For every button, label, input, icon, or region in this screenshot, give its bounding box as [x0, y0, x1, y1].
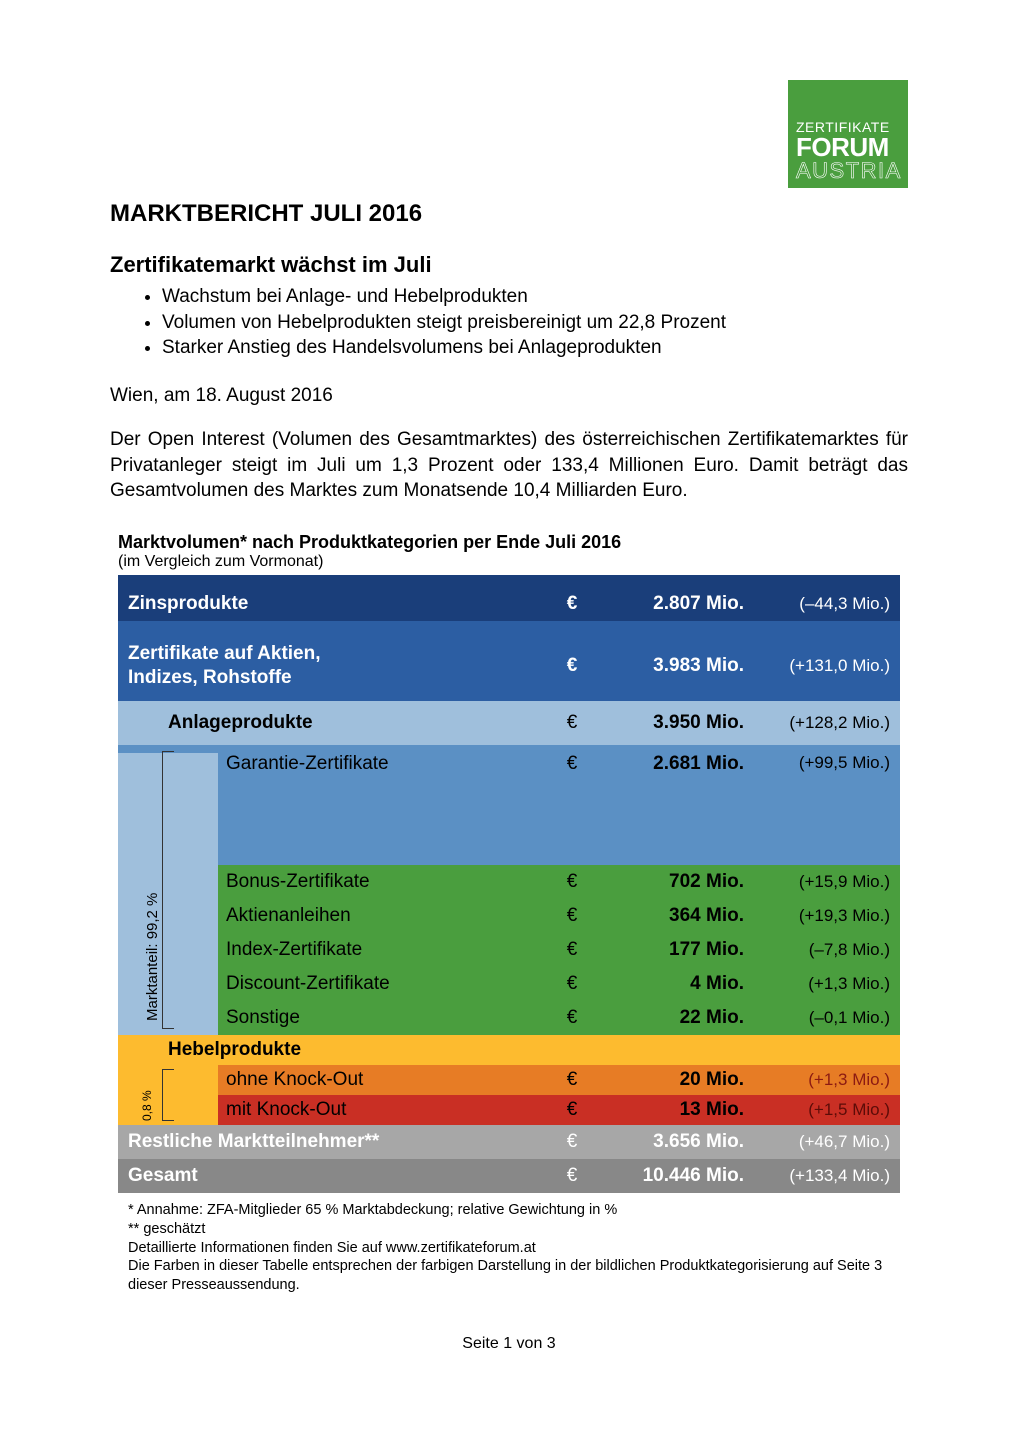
delta: (–7,8 Mio.): [750, 940, 900, 960]
market-share-08-overlay: 0,8 %: [118, 1065, 158, 1125]
row-sonstige: Sonstige € 22 Mio. (–0,1 Mio.): [118, 1001, 900, 1035]
label: Index-Zertifikate: [218, 939, 554, 961]
footnote: ** geschätzt: [128, 1220, 890, 1239]
footnote: Die Farben in dieser Tabelle entsprechen…: [128, 1257, 890, 1295]
delta: (+133,4 Mio.): [750, 1166, 900, 1186]
bullet-item: Volumen von Hebelprodukten steigt preisb…: [162, 310, 908, 336]
value: 3.950 Mio.: [590, 712, 750, 734]
value: 177 Mio.: [590, 939, 750, 961]
label: ohne Knock-Out: [218, 1069, 554, 1091]
colored-table: Zinsprodukte € 2.807 Mio. (–44,3 Mio.) Z…: [118, 575, 900, 1193]
label: Discount-Zertifikate: [218, 973, 554, 995]
delta: (+15,9 Mio.): [750, 872, 900, 892]
report-title: MARKTBERICHT JULI 2016: [110, 200, 908, 228]
footnote: Detaillierte Informationen finden Sie au…: [128, 1239, 890, 1258]
row-bonus: Bonus-Zertifikate € 702 Mio. (+15,9 Mio.…: [118, 865, 900, 899]
value: 3.983 Mio.: [590, 655, 750, 677]
row-mit-knockout: mit Knock-Out € 13 Mio. (+1,5 Mio.): [118, 1095, 900, 1125]
bullet-list: Wachstum bei Anlage- und Hebelprodukten …: [110, 284, 908, 361]
row-restliche: Restliche Marktteilnehmer** € 3.656 Mio.…: [118, 1125, 900, 1159]
row-garantie: Garantie-Zertifikate € 2.681 Mio. (+99,5…: [118, 745, 900, 865]
label-line1: Zertifikate auf Aktien,: [128, 642, 554, 666]
delta: (+1,3 Mio.): [750, 974, 900, 994]
row-anlageprodukte: Anlageprodukte € 3.950 Mio. (+128,2 Mio.…: [118, 701, 900, 745]
delta: (+128,2 Mio.): [750, 713, 900, 733]
label-line2: Indizes, Rohstoffe: [128, 666, 554, 690]
value: 3.656 Mio.: [590, 1131, 750, 1153]
value: 22 Mio.: [590, 1007, 750, 1029]
bullet-item: Wachstum bei Anlage- und Hebelprodukten: [162, 284, 908, 310]
row-discount: Discount-Zertifikate € 4 Mio. (+1,3 Mio.…: [118, 967, 900, 1001]
row-index: Index-Zertifikate € 177 Mio. (–7,8 Mio.): [118, 933, 900, 967]
value: 13 Mio.: [590, 1099, 750, 1121]
value: 702 Mio.: [590, 871, 750, 893]
bullet-item: Starker Anstieg des Handelsvolumens bei …: [162, 335, 908, 361]
logo: ZERTIFIKATE FORUM AUSTRIA: [788, 80, 908, 188]
delta: (+19,3 Mio.): [750, 906, 900, 926]
currency: €: [554, 753, 590, 775]
dateline: Wien, am 18. August 2016: [110, 385, 908, 407]
bracket-08: [162, 1069, 174, 1121]
body-paragraph: Der Open Interest (Volumen des Gesamtmar…: [110, 427, 908, 504]
logo-line2: FORUM: [796, 134, 900, 160]
label: Sonstige: [218, 1007, 554, 1029]
delta: (+99,5 Mio.): [750, 753, 900, 773]
label: Zinsprodukte: [118, 593, 554, 615]
label: Gesamt: [118, 1165, 554, 1187]
currency: €: [554, 871, 590, 893]
label: Restliche Marktteilnehmer**: [118, 1131, 554, 1153]
sub-rows-container: Anlageprodukte € 3.950 Mio. (+128,2 Mio.…: [118, 701, 900, 1193]
bracket-99: [162, 751, 174, 1029]
row-zinsprodukte: Zinsprodukte € 2.807 Mio. (–44,3 Mio.): [118, 575, 900, 621]
delta: (+1,5 Mio.): [750, 1100, 900, 1120]
delta: (+46,7 Mio.): [750, 1132, 900, 1152]
currency: €: [554, 1007, 590, 1029]
delta: (+131,0 Mio.): [750, 656, 900, 676]
currency: €: [554, 655, 590, 677]
value: 4 Mio.: [590, 973, 750, 995]
delta: (+1,3 Mio.): [750, 1070, 900, 1090]
market-table: Marktvolumen* nach Produktkategorien per…: [118, 532, 900, 1295]
market-share-99-label: Marktanteil: 99,2 %: [144, 892, 161, 1020]
market-share-99-overlay: Marktanteil: 99,2 %: [118, 745, 158, 1035]
row-aktienanleihen: Aktienanleihen € 364 Mio. (+19,3 Mio.): [118, 899, 900, 933]
label: mit Knock-Out: [218, 1099, 554, 1121]
row-hebelprodukte: Hebelprodukte: [118, 1035, 900, 1065]
footnote: * Annahme: ZFA-Mitglieder 65 % Marktabde…: [128, 1201, 890, 1220]
currency: €: [554, 905, 590, 927]
delta: (–0,1 Mio.): [750, 1008, 900, 1028]
row-ohne-knockout: ohne Knock-Out € 20 Mio. (+1,3 Mio.): [118, 1065, 900, 1095]
subtitle: Zertifikatemarkt wächst im Juli: [110, 252, 908, 278]
currency: €: [554, 712, 590, 734]
value: 364 Mio.: [590, 905, 750, 927]
table-subtitle: (im Vergleich zum Vormonat): [118, 553, 900, 571]
label: Hebelprodukte: [158, 1039, 554, 1061]
row-zertifikate: Zertifikate auf Aktien, Indizes, Rohstof…: [118, 621, 900, 701]
value: 2.807 Mio.: [590, 593, 750, 615]
label: Anlageprodukte: [158, 712, 554, 734]
label: Bonus-Zertifikate: [218, 871, 554, 893]
page-number: Seite 1 von 3: [110, 1335, 908, 1353]
row-gesamt: Gesamt € 10.446 Mio. (+133,4 Mio.): [118, 1159, 900, 1193]
delta: (–44,3 Mio.): [750, 594, 900, 614]
page: ZERTIFIKATE FORUM AUSTRIA MARKTBERICHT J…: [0, 0, 1018, 1393]
currency: €: [554, 1165, 590, 1187]
value: 20 Mio.: [590, 1069, 750, 1091]
value: 2.681 Mio.: [590, 753, 750, 775]
currency: €: [554, 1069, 590, 1091]
label: Garantie-Zertifikate: [218, 753, 554, 775]
market-share-08-label: 0,8 %: [140, 1090, 154, 1121]
currency: €: [554, 593, 590, 615]
currency: €: [554, 1131, 590, 1153]
value: 10.446 Mio.: [590, 1165, 750, 1187]
label: Aktienanleihen: [218, 905, 554, 927]
currency: €: [554, 973, 590, 995]
footnotes: * Annahme: ZFA-Mitglieder 65 % Marktabde…: [128, 1201, 890, 1295]
logo-line3: AUSTRIA: [796, 160, 900, 182]
currency: €: [554, 939, 590, 961]
table-title: Marktvolumen* nach Produktkategorien per…: [118, 532, 900, 553]
currency: €: [554, 1099, 590, 1121]
